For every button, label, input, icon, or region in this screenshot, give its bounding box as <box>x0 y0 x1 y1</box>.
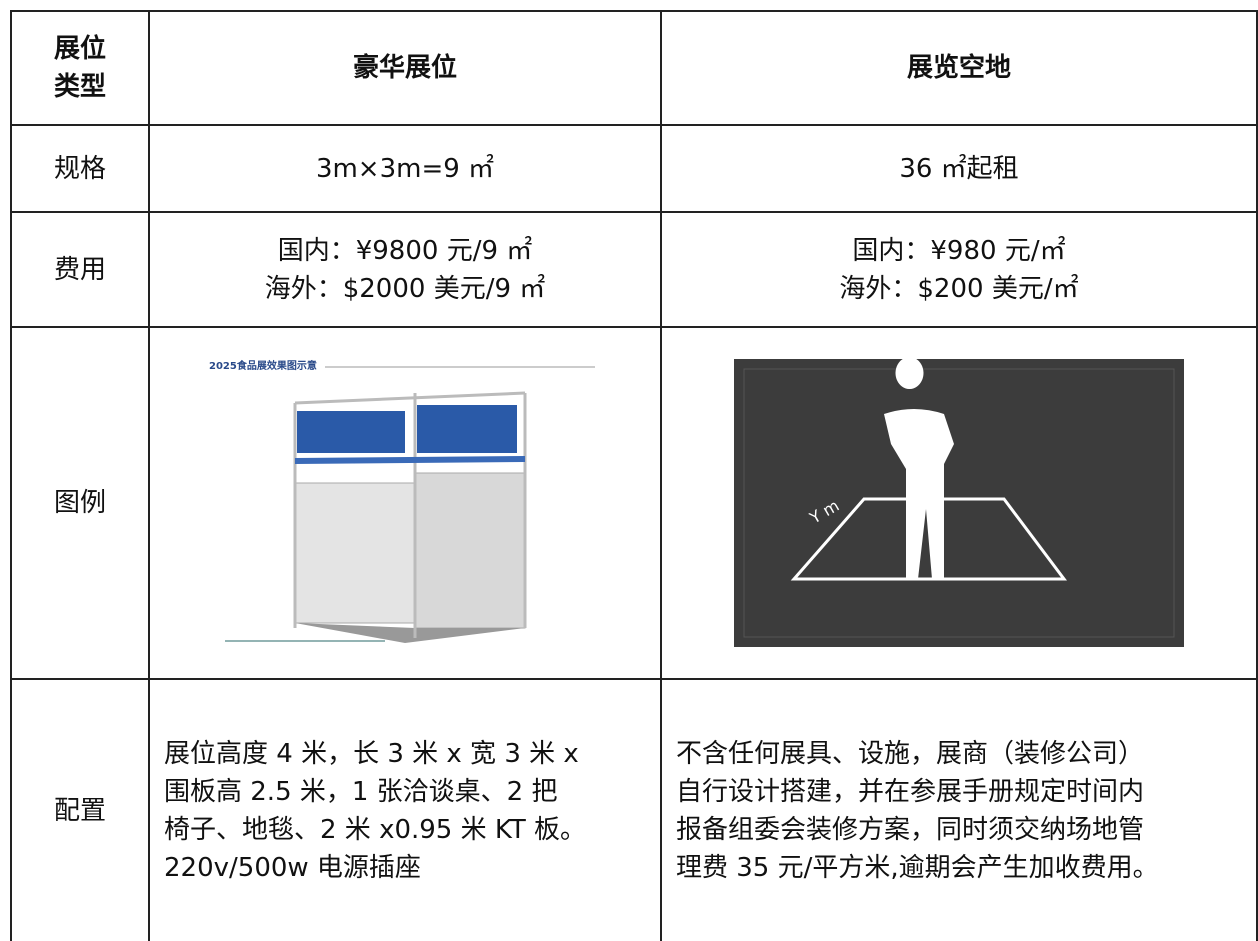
text: 国内：¥980 元/㎡ <box>852 235 1066 266</box>
text: 36 ㎡起租 <box>899 153 1019 184</box>
cell: 展位高度 4 米，长 3 米 x 宽 3 米 x 围板高 2.5 米，1 张洽谈桌… <box>148 678 662 941</box>
text: 海外：$200 美元/㎡ <box>839 273 1079 304</box>
header-cell: 豪华展位 <box>148 10 662 126</box>
image-caption: 2025食品展效果图示意 <box>209 359 317 372</box>
text: 国内：¥9800 元/9 ㎡ <box>277 235 533 266</box>
text: 海外：$2000 美元/9 ㎡ <box>264 273 546 304</box>
text: 220v/500w 电源插座 <box>164 852 421 883</box>
row: 图例 2025食品展效果图示意 Y m <box>10 326 1258 680</box>
header-label: 展位 类型 <box>10 10 150 126</box>
row: 配置 展位高度 4 米，长 3 米 x 宽 3 米 x 围板高 2.5 米，1 张… <box>10 678 1258 941</box>
cell: 国内：¥980 元/㎡ 海外：$200 美元/㎡ <box>660 211 1258 328</box>
text: 3m×3m=9 ㎡ <box>315 153 495 184</box>
row: 规格 3m×3m=9 ㎡ 36 ㎡起租 <box>10 124 1258 213</box>
cell: 3m×3m=9 ㎡ <box>148 124 662 213</box>
cell: 36 ㎡起租 <box>660 124 1258 213</box>
row-label: 费用 <box>10 211 150 328</box>
text: 理费 35 元/平方米,逾期会产生加收费用。 <box>676 852 1159 883</box>
header-cell: 展览空地 <box>660 10 1258 126</box>
header-row: 展位类型 豪华展位 展览空地 <box>10 10 1258 126</box>
space-image: Y m <box>734 359 1184 647</box>
text: 类型 <box>53 72 106 102</box>
booth-table: 展位类型 豪华展位 展览空地 规格 3m×3m=9 ㎡ 36 ㎡起租 费用 国内… <box>10 10 1258 941</box>
text: 自行设计搭建，并在参展手册规定时间内 <box>676 776 1145 807</box>
cell: 不含任何展具、设施，展商（装修公司） 自行设计搭建，并在参展手册规定时间内 报备组委… <box>660 678 1258 941</box>
text: 报备组委会装修方案，同时须交纳场地管 <box>676 814 1145 845</box>
cell: Y m <box>660 326 1258 680</box>
text: 不含任何展具、设施，展商（装修公司） <box>676 738 1145 769</box>
row-label: 规格 <box>10 124 150 213</box>
row-label: 配置 <box>10 678 150 941</box>
text: 展位高度 4 米，长 3 米 x 宽 3 米 x <box>164 738 579 769</box>
text: 围板高 2.5 米，1 张洽谈桌、2 把 <box>164 776 558 807</box>
text: 展位 <box>53 34 106 64</box>
cell: 2025食品展效果图示意 <box>148 326 662 680</box>
row-label: 图例 <box>10 326 150 680</box>
booth-image: 2025食品展效果图示意 <box>209 359 595 643</box>
text: 椅子、地毯、2 米 x0.95 米 KT 板。 <box>164 814 587 845</box>
